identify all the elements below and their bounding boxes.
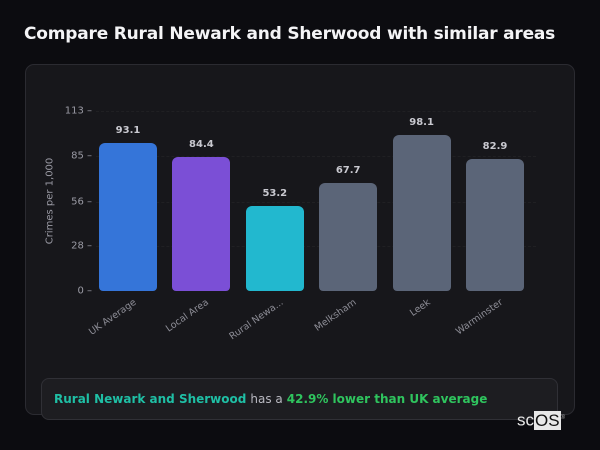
bar-1	[172, 156, 231, 291]
bar-value-label: 98.1	[409, 116, 434, 128]
gridline	[96, 201, 536, 203]
y-tick-label: 56 –	[71, 196, 92, 208]
bar-4	[392, 134, 451, 291]
gridline	[96, 155, 536, 157]
y-tick-label: 85 –	[71, 150, 92, 162]
bar-value-label: 82.9	[482, 140, 508, 152]
bar-value-label: 93.1	[115, 124, 141, 136]
bar-3	[319, 183, 378, 291]
logo-text-left: sc	[517, 410, 534, 430]
page-title: Compare Rural Newark and Sherwood with s…	[24, 24, 556, 44]
gridline	[96, 246, 536, 248]
bar-0	[99, 142, 157, 291]
y-tick-label: 28 –	[71, 240, 92, 252]
y-tick-label: 113 –	[64, 105, 92, 117]
summary-connector: has a	[250, 392, 283, 406]
bar-5	[466, 158, 524, 291]
summary-comparison: 42.9% lower than UK average	[286, 392, 488, 406]
registered-mark: ®	[560, 415, 565, 421]
summary-location: Rural Newark and Sherwood	[54, 392, 247, 406]
summary-box: Rural Newark and Sherwood has a 42.9% lo…	[41, 378, 558, 420]
gridline	[96, 111, 536, 112]
logo-text-right: OS	[534, 410, 561, 430]
bar-2	[245, 206, 304, 291]
bar-value-label: 53.2	[262, 188, 288, 200]
y-tick-label: 0 –	[77, 285, 92, 297]
bar-value-label: 84.4	[189, 138, 214, 150]
bar-value-label: 67.7	[335, 165, 361, 177]
scos-logo: scOS®	[517, 408, 565, 431]
